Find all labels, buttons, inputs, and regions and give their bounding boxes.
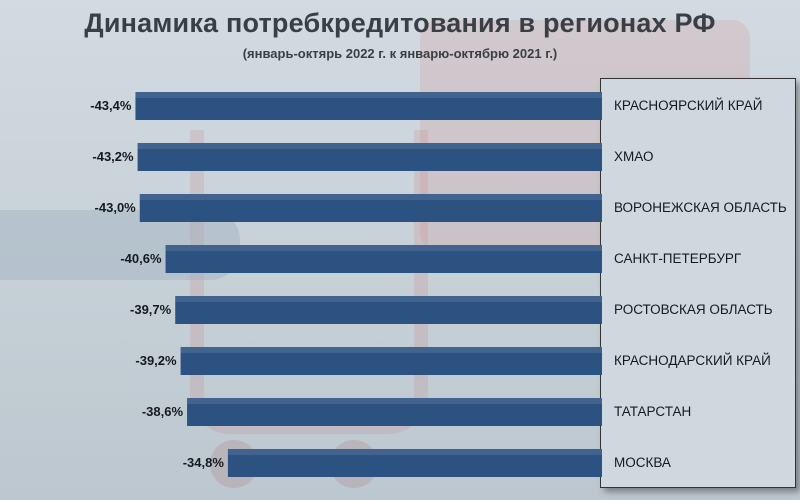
value-label-6: -39,2% <box>135 353 177 368</box>
bar-1 <box>135 92 602 120</box>
category-label-3: ВОРОНЕЖСКАЯ ОБЛАСТЬ <box>614 200 787 215</box>
category-label-7: ТАТАРСТАН <box>614 404 692 419</box>
value-label-7: -38,6% <box>141 404 184 419</box>
bar-highlight-8 <box>227 449 602 455</box>
bar-4 <box>165 245 603 273</box>
category-label-5: РОСТОВСКАЯ ОБЛАСТЬ <box>614 302 773 317</box>
bar-7 <box>187 398 603 426</box>
value-label-8: -34,8% <box>182 455 224 470</box>
region-label-panel <box>600 78 796 488</box>
category-label-2: ХМАО <box>614 149 654 164</box>
value-label-1: -43,4% <box>90 98 132 113</box>
bar-highlight-4 <box>165 245 603 251</box>
bar-5 <box>175 296 602 324</box>
category-label-1: КРАСНОЯРСКИЙ КРАЙ <box>614 98 763 113</box>
category-label-4: САНКТ-ПЕТЕРБУРГ <box>614 251 742 266</box>
bar-6 <box>180 347 602 375</box>
bar-highlight-3 <box>139 194 602 200</box>
bar-highlight-7 <box>187 398 603 404</box>
value-label-2: -43,2% <box>92 149 134 164</box>
bar-8 <box>227 449 602 477</box>
bar-highlight-6 <box>180 347 602 353</box>
bar-highlight-1 <box>135 92 602 98</box>
value-label-5: -39,7% <box>130 302 172 317</box>
value-label-4: -40,6% <box>120 251 162 266</box>
chart-subtitle: (январь-октярь 2022 г. к январю-октябрю … <box>242 46 558 61</box>
bar-3 <box>139 194 602 222</box>
chart-title: Динамика потребкредитования в регионах Р… <box>84 8 716 38</box>
category-label-6: КРАСНОДАРСКИЙ КРАЙ <box>614 353 771 368</box>
value-label-3: -43,0% <box>94 200 136 215</box>
bar-2 <box>137 143 602 171</box>
category-label-8: МОСКВА <box>614 455 671 470</box>
bar-highlight-2 <box>137 143 602 149</box>
bar-highlight-5 <box>175 296 602 302</box>
